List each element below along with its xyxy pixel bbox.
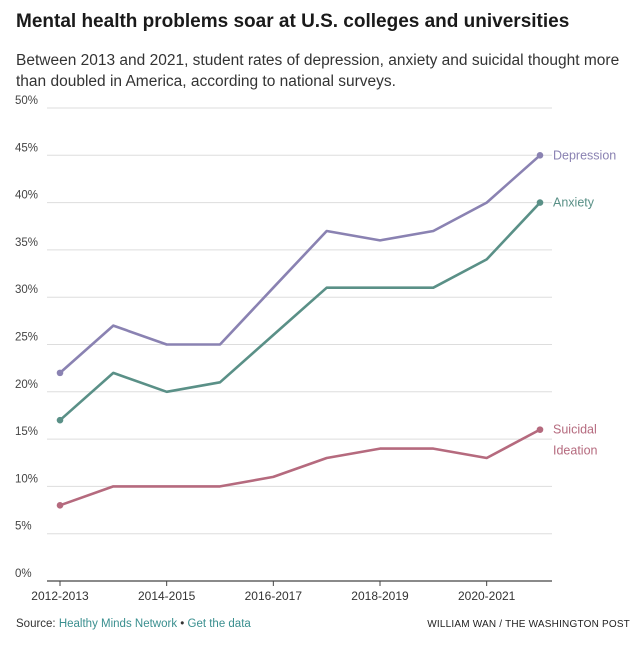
series-label-depression: Depression bbox=[553, 148, 616, 162]
x-tick-label: 2012-2013 bbox=[31, 589, 89, 603]
data-point-suicidal bbox=[56, 502, 64, 509]
line-chart: 0% 5% 10% 15% 20% 25% 30% 35% 40% 45% 50% 2012-2013… bbox=[15, 95, 616, 603]
chart-title: Mental health problems soar at U.S. coll… bbox=[16, 11, 570, 32]
series-line-suicidal bbox=[58, 428, 542, 507]
series-label-suicidal: Suicidal Ideation bbox=[553, 423, 598, 458]
data-point-depression bbox=[536, 152, 544, 159]
x-tick-label: 2016-2017 bbox=[245, 589, 303, 603]
get-data-link[interactable]: Get the data bbox=[187, 618, 251, 630]
footer-bullet: • bbox=[180, 618, 185, 630]
y-tick-label: 10% bbox=[15, 473, 38, 485]
source-label: Source: bbox=[16, 618, 59, 630]
x-tick-label: 2014-2015 bbox=[138, 589, 196, 603]
x-tick-label: 2020-2021 bbox=[458, 589, 516, 603]
source-line: Source: Healthy Minds Network • Get the … bbox=[16, 618, 251, 630]
series-label-anxiety: Anxiety bbox=[553, 196, 595, 210]
source-link[interactable]: Healthy Minds Network bbox=[58, 618, 178, 630]
chart-subtitle: Between 2013 and 2021, student rates of … bbox=[16, 52, 620, 90]
y-tick-label: 45% bbox=[15, 142, 38, 154]
y-tick-label: 40% bbox=[15, 190, 38, 202]
data-point-anxiety bbox=[56, 416, 64, 424]
credit-line: WILLIAM WAN / THE WASHINGTON POST bbox=[427, 619, 630, 630]
data-point-suicidal bbox=[536, 426, 544, 433]
y-tick-label: 35% bbox=[15, 237, 38, 249]
y-tick-label: 50% bbox=[15, 95, 38, 107]
y-tick-label: 5% bbox=[15, 521, 32, 533]
data-point-anxiety bbox=[536, 199, 544, 206]
series-line-depression bbox=[58, 154, 542, 375]
data-point-depression bbox=[56, 369, 64, 377]
series-line-anxiety bbox=[58, 201, 542, 422]
y-tick-label: 0% bbox=[15, 568, 32, 580]
y-tick-label: 30% bbox=[15, 284, 38, 296]
y-tick-label: 20% bbox=[15, 379, 38, 391]
y-tick-label: 25% bbox=[15, 332, 38, 344]
x-tick-label: 2018-2019 bbox=[351, 589, 409, 603]
y-tick-label: 15% bbox=[15, 426, 38, 438]
